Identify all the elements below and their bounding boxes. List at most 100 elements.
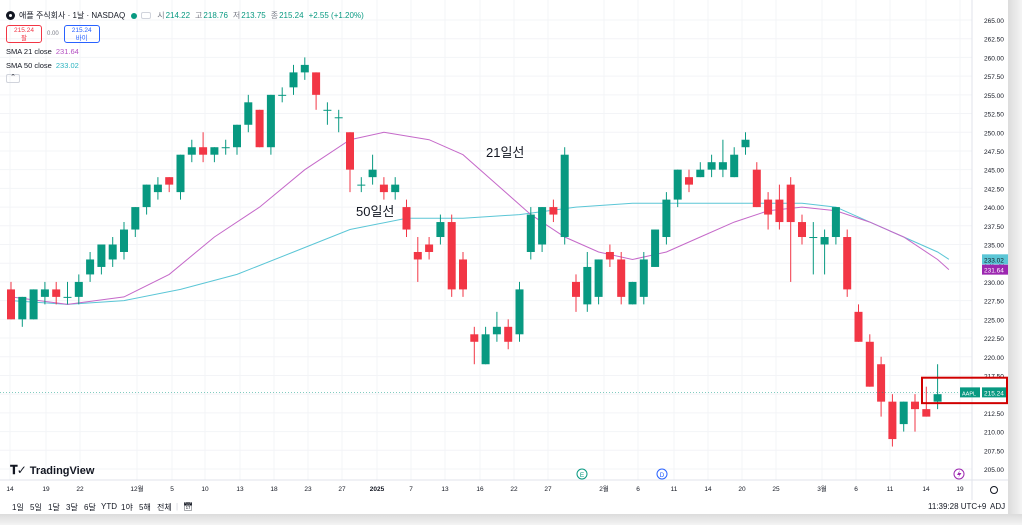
candle[interactable]	[662, 192, 671, 245]
tf-ytd[interactable]: YTD	[101, 502, 117, 511]
candle[interactable]	[707, 154, 716, 178]
candle[interactable]	[289, 64, 298, 95]
candle[interactable]	[210, 147, 219, 163]
candle[interactable]	[911, 394, 919, 432]
candle[interactable]	[357, 177, 366, 193]
candle[interactable]	[820, 229, 829, 275]
tradingview-logo[interactable]: 𝐓✓ TradingView	[10, 463, 94, 478]
candle[interactable]	[86, 251, 95, 282]
candle[interactable]	[18, 296, 27, 327]
candle[interactable]	[617, 251, 626, 305]
candle[interactable]	[233, 124, 241, 155]
candle[interactable]	[865, 334, 874, 387]
candle[interactable]	[266, 94, 275, 155]
candle[interactable]	[346, 132, 354, 193]
tf-1d[interactable]: 1일	[12, 503, 24, 512]
candle[interactable]	[933, 364, 942, 410]
candle[interactable]	[153, 177, 162, 200]
chevron-up-icon[interactable]: ⌃	[6, 74, 20, 83]
candle[interactable]	[809, 222, 818, 275]
candle[interactable]	[300, 57, 309, 80]
tf-3m[interactable]: 3달	[66, 503, 78, 512]
earnings-marker[interactable]: E	[576, 468, 588, 480]
candle[interactable]	[7, 281, 15, 320]
indicator-sma50[interactable]: SMA 50 close 233.02	[6, 60, 369, 71]
candle[interactable]	[572, 274, 580, 312]
candle[interactable]	[583, 251, 592, 312]
tf-5d[interactable]: 5일	[30, 503, 42, 512]
candle[interactable]	[741, 132, 750, 155]
adj-toggle[interactable]: ADJ	[990, 502, 1006, 511]
candle[interactable]	[560, 147, 569, 245]
candle[interactable]	[131, 207, 140, 238]
clock[interactable]: 11:39:28 UTC+9	[928, 502, 987, 511]
candle[interactable]	[40, 281, 49, 305]
tf-6m[interactable]: 6달	[84, 503, 96, 512]
candle[interactable]	[312, 72, 321, 110]
candle[interactable]	[176, 154, 185, 200]
tf-all[interactable]: 전체	[157, 503, 172, 512]
symbol-title[interactable]: 애플 주식회사 · 1날 · NASDAQ	[19, 11, 126, 20]
candle[interactable]	[538, 207, 547, 252]
candle[interactable]	[255, 109, 264, 148]
candle[interactable]	[29, 289, 38, 320]
candle[interactable]	[221, 139, 230, 155]
candle[interactable]	[651, 229, 660, 267]
candle[interactable]	[459, 251, 467, 297]
candle[interactable]	[594, 259, 603, 305]
candle[interactable]	[526, 207, 535, 260]
candle[interactable]	[696, 162, 705, 178]
candle[interactable]	[831, 207, 840, 245]
candle[interactable]	[843, 229, 852, 297]
candle[interactable]	[605, 244, 614, 267]
tf-1m[interactable]: 1달	[48, 503, 60, 512]
candle[interactable]	[436, 214, 445, 245]
candle[interactable]	[922, 386, 931, 417]
buy-button[interactable]: 215.24 바이	[63, 25, 100, 43]
candle[interactable]	[764, 192, 773, 230]
candle[interactable]	[425, 237, 434, 260]
candle[interactable]	[481, 326, 490, 365]
settings-icon[interactable]	[990, 486, 998, 494]
candle[interactable]	[74, 274, 83, 305]
candle[interactable]	[334, 109, 343, 133]
tf-1y[interactable]: 1야	[121, 503, 133, 512]
candle[interactable]	[899, 401, 908, 432]
candle[interactable]	[752, 162, 761, 208]
candle[interactable]	[470, 326, 479, 365]
candle[interactable]	[63, 281, 72, 305]
candle[interactable]	[447, 214, 456, 297]
candle[interactable]	[142, 184, 151, 215]
candle[interactable]	[628, 281, 637, 305]
candle[interactable]	[775, 184, 784, 230]
lightning-icon[interactable]	[953, 468, 965, 480]
candle[interactable]	[730, 147, 739, 178]
candle[interactable]	[718, 139, 727, 178]
price-chart[interactable]: 14 19 22 12월 5 10 13 18 23 27 2025 7 13 16 22 27 2월 6 11 14…	[0, 0, 1008, 500]
candle[interactable]	[165, 177, 174, 193]
candle[interactable]	[685, 169, 693, 193]
candle[interactable]	[786, 177, 795, 282]
candle[interactable]	[673, 169, 682, 208]
candle[interactable]	[504, 319, 513, 350]
candle[interactable]	[97, 244, 106, 275]
candle[interactable]	[639, 251, 648, 305]
candle[interactable]	[492, 311, 501, 342]
candle[interactable]	[199, 132, 208, 163]
candle[interactable]	[402, 199, 411, 238]
candle[interactable]	[515, 281, 524, 342]
candle[interactable]	[187, 139, 196, 163]
visibility-icon[interactable]	[141, 12, 152, 19]
sell-button[interactable]: 215.24 팔	[6, 25, 42, 43]
candle[interactable]	[278, 87, 287, 103]
candle[interactable]	[413, 237, 422, 282]
candle[interactable]	[368, 154, 377, 185]
dividend-marker[interactable]: D	[656, 468, 668, 480]
candle[interactable]	[549, 199, 558, 223]
candle[interactable]	[120, 222, 128, 260]
candle[interactable]	[854, 304, 863, 342]
tf-5y[interactable]: 5해	[139, 503, 151, 512]
candle[interactable]	[244, 94, 253, 133]
indicator-sma21[interactable]: SMA 21 close 231.64	[6, 46, 369, 57]
calendar-range-icon[interactable]: 📅︎	[183, 502, 194, 511]
